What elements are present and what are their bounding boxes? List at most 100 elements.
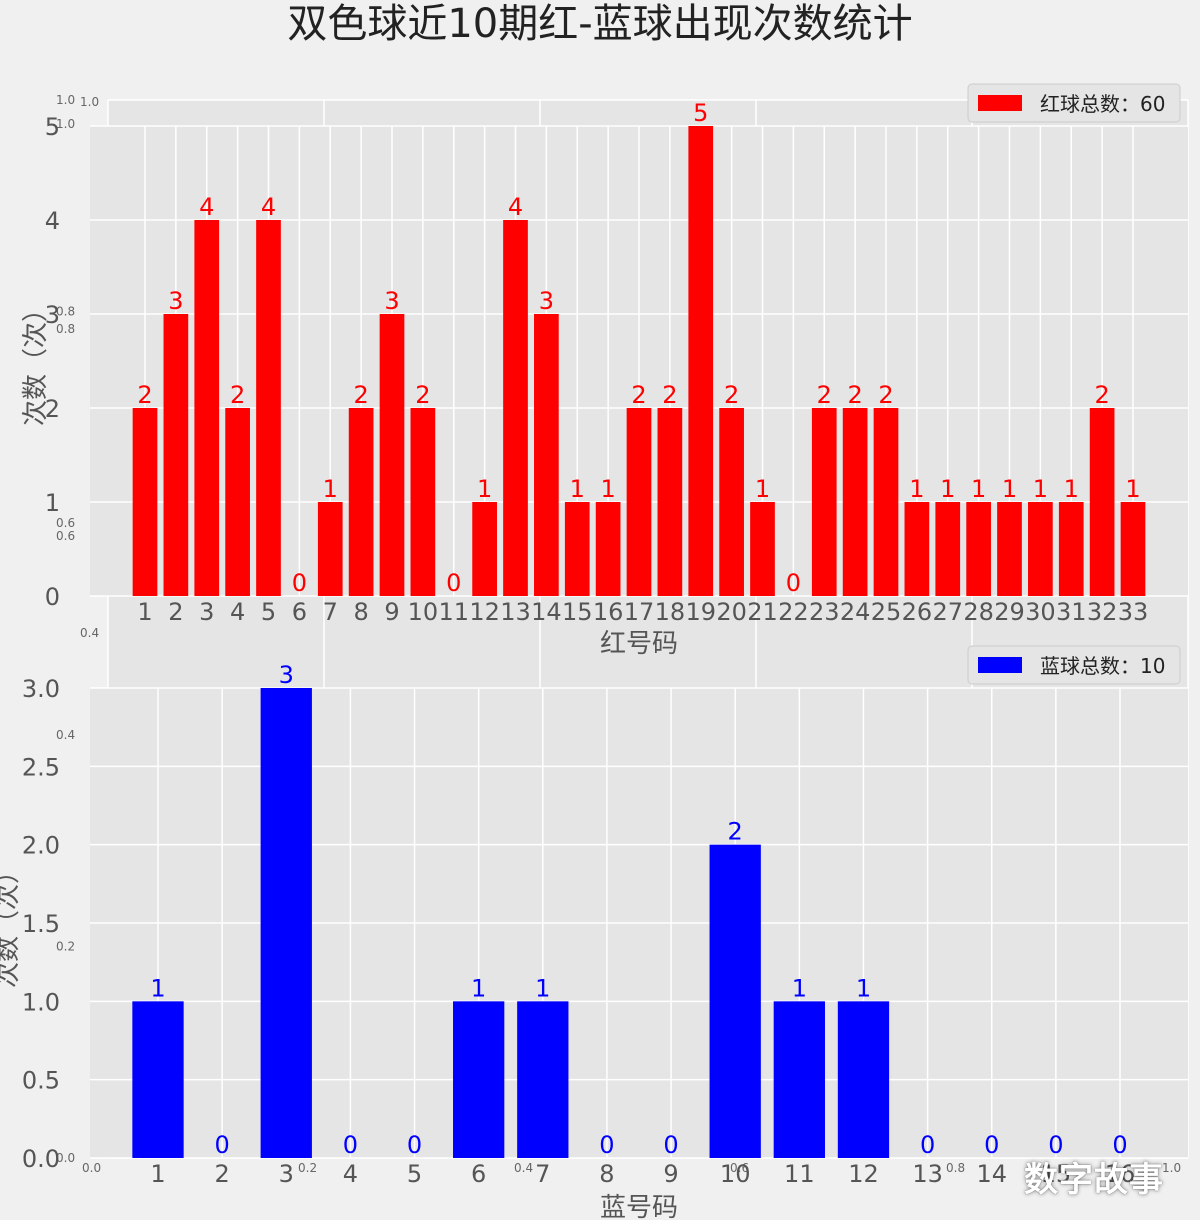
blue-data-label: 1	[535, 974, 550, 1002]
red-legend-swatch	[978, 95, 1022, 111]
red-xtick-label: 9	[384, 598, 399, 626]
blue-xtick-label: 9	[663, 1160, 678, 1188]
red-xtick-label: 3	[199, 598, 214, 626]
red-data-label: 2	[353, 381, 368, 409]
red-bar	[379, 314, 405, 596]
blue-xtick-label: 2	[214, 1160, 229, 1188]
red-xtick-label: 29	[994, 598, 1025, 626]
red-xtick-label: 20	[716, 598, 747, 626]
red-bar	[811, 408, 837, 596]
red-bar	[1120, 502, 1146, 596]
chart-title: 双色球近10期红-蓝球出现次数统计	[287, 1, 913, 47]
blue-legend-label: 蓝球总数：10	[1040, 654, 1165, 678]
red-ball-chart: 0123452132432445061728392100111124133141…	[21, 83, 1188, 659]
red-data-label: 4	[261, 193, 276, 221]
blue-data-label: 0	[343, 1131, 358, 1159]
blue-ball-chart: 0.00.51.01.52.02.53.01102330405161708092…	[0, 645, 1188, 1220]
blue-bar	[517, 1001, 569, 1158]
red-data-label: 1	[600, 475, 615, 503]
red-data-label: 3	[168, 287, 183, 315]
red-data-label: 2	[631, 381, 646, 409]
red-xtick-label: 31	[1056, 598, 1087, 626]
blue-data-label: 1	[471, 974, 486, 1002]
red-bar	[564, 502, 590, 596]
background-xtick-label: 1.0	[1162, 1161, 1181, 1175]
background-ytick-label: 0.8	[56, 305, 75, 319]
red-xtick-label: 4	[230, 598, 245, 626]
red-ytick-label: 5	[45, 113, 60, 141]
red-data-label: 2	[724, 381, 739, 409]
red-bar	[904, 502, 930, 596]
blue-data-label: 1	[150, 974, 165, 1002]
red-xtick-label: 21	[747, 598, 778, 626]
red-bar	[595, 502, 621, 596]
red-xtick-label: 32	[1087, 598, 1118, 626]
red-legend-box	[967, 83, 1181, 123]
blue-data-label: 1	[856, 974, 871, 1002]
red-xtick-label: 17	[624, 598, 655, 626]
red-ytick-label: 4	[45, 207, 60, 235]
red-bar	[997, 502, 1022, 596]
red-bar	[225, 408, 250, 596]
watermark-text: 数字故事	[1024, 1160, 1164, 1200]
red-xtick-label: 7	[323, 598, 338, 626]
blue-ytick-label: 0.5	[22, 1067, 60, 1095]
blue-data-label: 0	[407, 1131, 422, 1159]
red-data-label: 5	[693, 99, 708, 127]
red-xtick-label: 14	[531, 598, 562, 626]
red-xtick-label: 30	[1025, 598, 1056, 626]
blue-xtick-label: 14	[976, 1160, 1007, 1188]
red-data-label: 1	[940, 475, 955, 503]
red-xtick-label: 10	[408, 598, 439, 626]
background-ytick-label: 0.4	[80, 626, 99, 640]
red-bar	[534, 314, 559, 596]
blue-bar	[837, 1001, 890, 1158]
red-data-label: 3	[539, 287, 554, 315]
red-data-label: 2	[847, 381, 862, 409]
red-data-label: 1	[1125, 475, 1140, 503]
blue-ytick-label: 1.0	[22, 988, 60, 1016]
red-xtick-label: 19	[685, 598, 716, 626]
blue-ytick-label: 2.5	[22, 753, 60, 781]
red-yaxis-label: 次数（次）	[21, 296, 51, 426]
red-bar	[410, 408, 436, 596]
blue-data-label: 0	[920, 1131, 935, 1159]
red-ytick-label: 0	[45, 583, 60, 611]
red-bar	[163, 314, 189, 596]
red-bar	[132, 408, 158, 596]
red-data-label: 1	[755, 475, 770, 503]
red-data-label: 4	[199, 193, 214, 221]
blue-data-label: 0	[1112, 1131, 1127, 1159]
background-ytick-label: 0.2	[56, 939, 75, 953]
blue-legend-swatch	[978, 657, 1022, 673]
blue-xtick-label: 3	[279, 1160, 294, 1188]
blue-xaxis-label: 蓝号码	[600, 1193, 678, 1220]
red-xtick-label: 2	[168, 598, 183, 626]
red-bar	[966, 502, 991, 596]
background-ytick-label: 0.6	[56, 529, 75, 543]
red-data-label: 2	[230, 381, 245, 409]
red-bar	[472, 502, 497, 596]
blue-data-label: 0	[984, 1131, 999, 1159]
red-xtick-label: 5	[261, 598, 276, 626]
red-bar	[1089, 408, 1115, 596]
blue-data-label: 2	[728, 818, 743, 846]
red-xtick-label: 12	[469, 598, 500, 626]
red-xtick-label: 1	[137, 598, 152, 626]
blue-data-label: 1	[792, 974, 807, 1002]
red-xtick-label: 25	[871, 598, 902, 626]
red-bar	[348, 408, 374, 596]
red-xtick-label: 8	[353, 598, 368, 626]
red-ytick-label: 1	[45, 489, 60, 517]
red-data-label: 2	[662, 381, 677, 409]
blue-xtick-label: 11	[784, 1160, 815, 1188]
red-data-label: 1	[909, 475, 924, 503]
blue-data-label: 0	[599, 1131, 614, 1159]
background-ytick-label: 0.4	[56, 728, 75, 742]
blue-xtick-label: 6	[471, 1160, 486, 1188]
blue-data-label: 0	[1048, 1131, 1063, 1159]
blue-data-label: 0	[214, 1131, 229, 1159]
blue-xtick-label: 5	[407, 1160, 422, 1188]
background-ytick-label: 0.6	[56, 516, 75, 530]
red-xaxis-label: 红号码	[600, 629, 678, 659]
